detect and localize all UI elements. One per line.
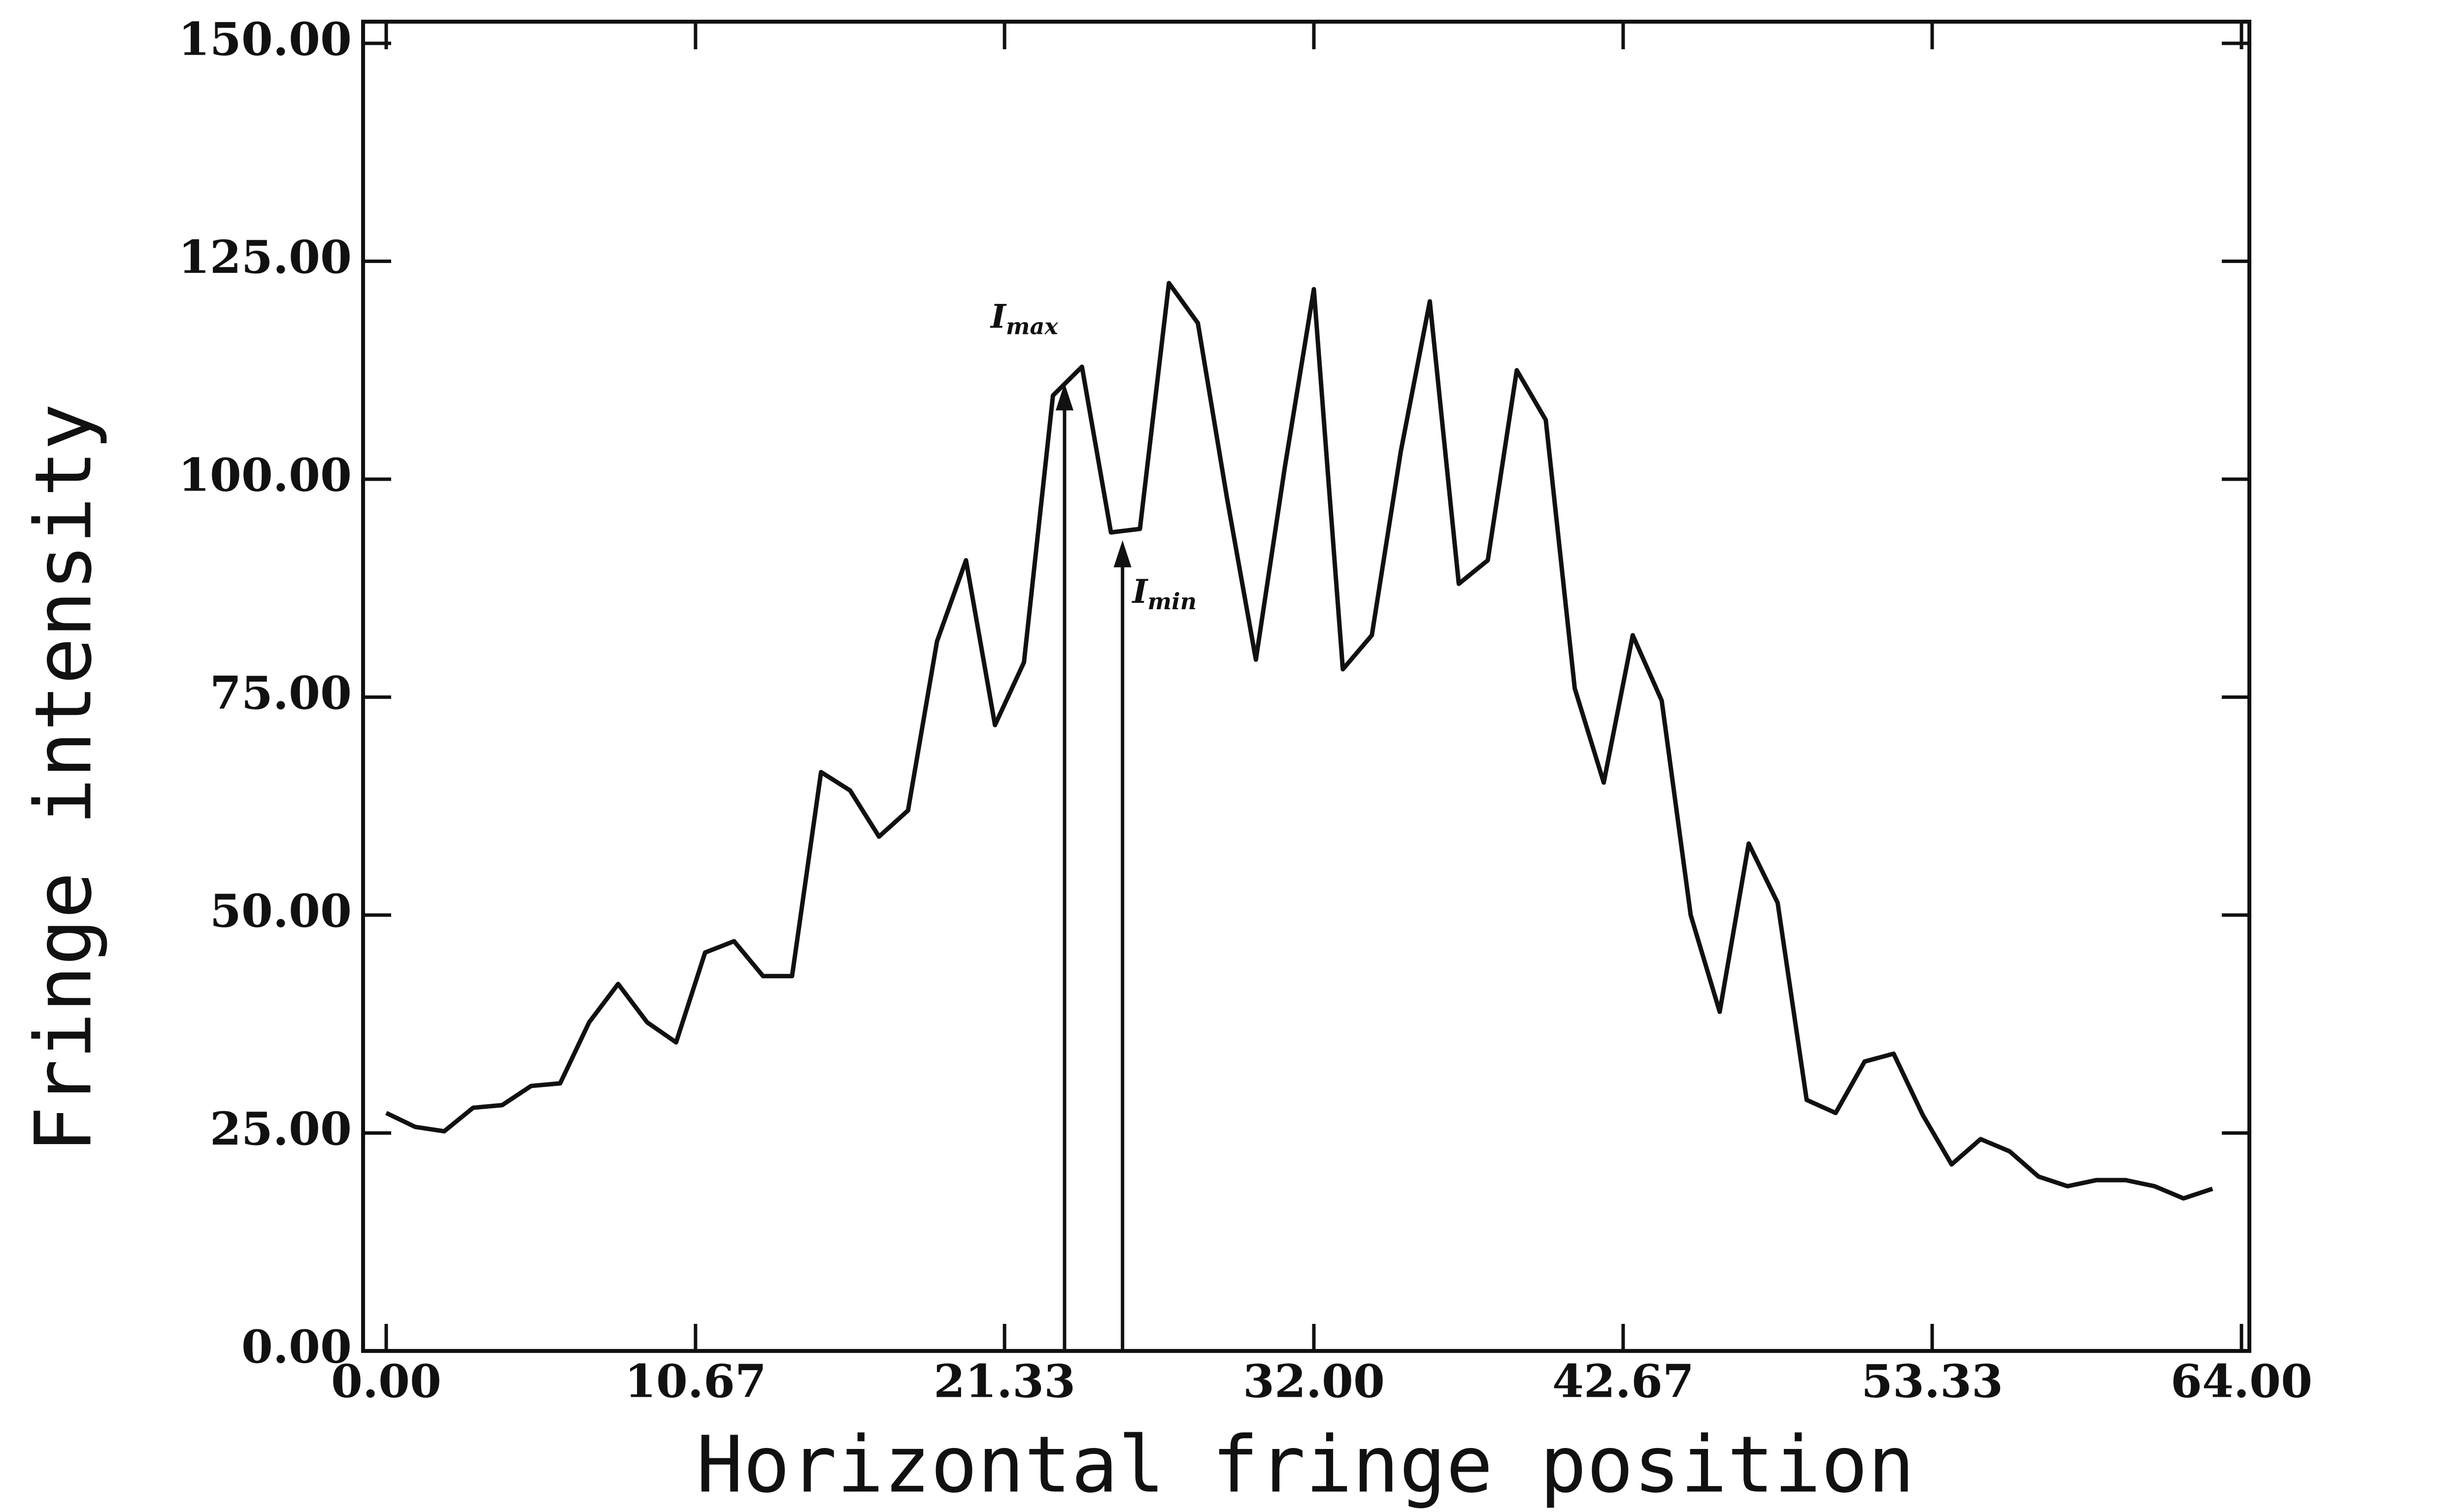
annotation-text: I [1132, 572, 1149, 611]
annotation-arrowhead [1113, 540, 1132, 567]
plot-frame [361, 20, 2251, 1353]
y-tick-label: 125.00 [178, 230, 352, 284]
x-tick-label: 42.67 [1552, 1355, 1694, 1408]
y-axis-title: Fringe intensity [18, 403, 109, 1153]
annotation-label: Imax [990, 297, 1058, 339]
y-tick-label: 100.00 [178, 449, 352, 502]
annotation-arrowhead [1055, 383, 1073, 411]
x-tick-label: 32.00 [1243, 1355, 1385, 1408]
x-axis-title: Horizontal fringe position [696, 1419, 1914, 1510]
annotation-label: Imin [1132, 572, 1197, 615]
annotation-subscript: max [1006, 313, 1058, 339]
annotation-subscript: min [1148, 588, 1197, 615]
annotation-text: I [990, 297, 1007, 335]
y-tick-label: 50.00 [210, 885, 352, 938]
y-tick-label: 75.00 [210, 666, 352, 720]
x-tick-label: 64.00 [2171, 1355, 2312, 1408]
data-line [385, 281, 2213, 1201]
y-tick-label: 0.00 [241, 1320, 352, 1374]
y-tick-label: 150.00 [178, 13, 352, 66]
x-tick-label: 21.33 [934, 1355, 1075, 1408]
y-tick-label: 25.00 [210, 1102, 352, 1155]
x-tick-label: 53.33 [1861, 1355, 2003, 1408]
x-tick-label: 0.00 [331, 1355, 441, 1408]
x-tick-label: 10.67 [625, 1355, 767, 1408]
